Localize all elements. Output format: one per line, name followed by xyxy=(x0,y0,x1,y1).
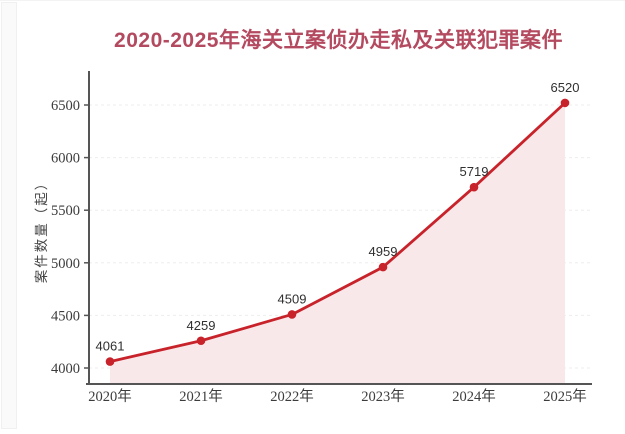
y-tick-label: 4000 xyxy=(51,361,80,377)
y-tick-label: 4500 xyxy=(51,308,80,324)
x-tick-label: 2020年 xyxy=(88,388,132,405)
chart-title: 2020-2025年海关立案侦办走私及关联犯罪案件 xyxy=(114,29,563,52)
page-edge-strip xyxy=(1,2,17,429)
data-point xyxy=(469,182,479,192)
area-fill xyxy=(110,102,565,384)
x-tick-label: 2023年 xyxy=(361,388,405,405)
x-tick-label: 2022年 xyxy=(270,388,314,405)
data-point xyxy=(105,357,115,366)
y-axis-title: 案件数量（起） xyxy=(33,175,49,284)
data-label: 5719 xyxy=(460,164,489,179)
data-label: 4959 xyxy=(369,244,398,259)
y-tick-label: 5500 xyxy=(51,203,80,219)
data-point xyxy=(378,262,388,272)
data-point xyxy=(287,310,297,319)
data-label: 4509 xyxy=(278,291,307,306)
data-label: 4061 xyxy=(96,339,125,354)
data-point xyxy=(560,98,570,108)
x-tick-label: 2021年 xyxy=(179,388,223,405)
data-point xyxy=(196,336,206,346)
x-tick-label: 2024年 xyxy=(452,388,496,405)
y-tick-label: 6000 xyxy=(51,151,80,167)
data-label: 6520 xyxy=(551,80,580,95)
y-tick-label: 5000 xyxy=(51,256,80,272)
x-tick-label: 2025年 xyxy=(543,388,587,405)
data-line xyxy=(108,101,567,363)
y-tick-label: 6500 xyxy=(51,98,80,114)
data-label: 4259 xyxy=(187,318,216,333)
